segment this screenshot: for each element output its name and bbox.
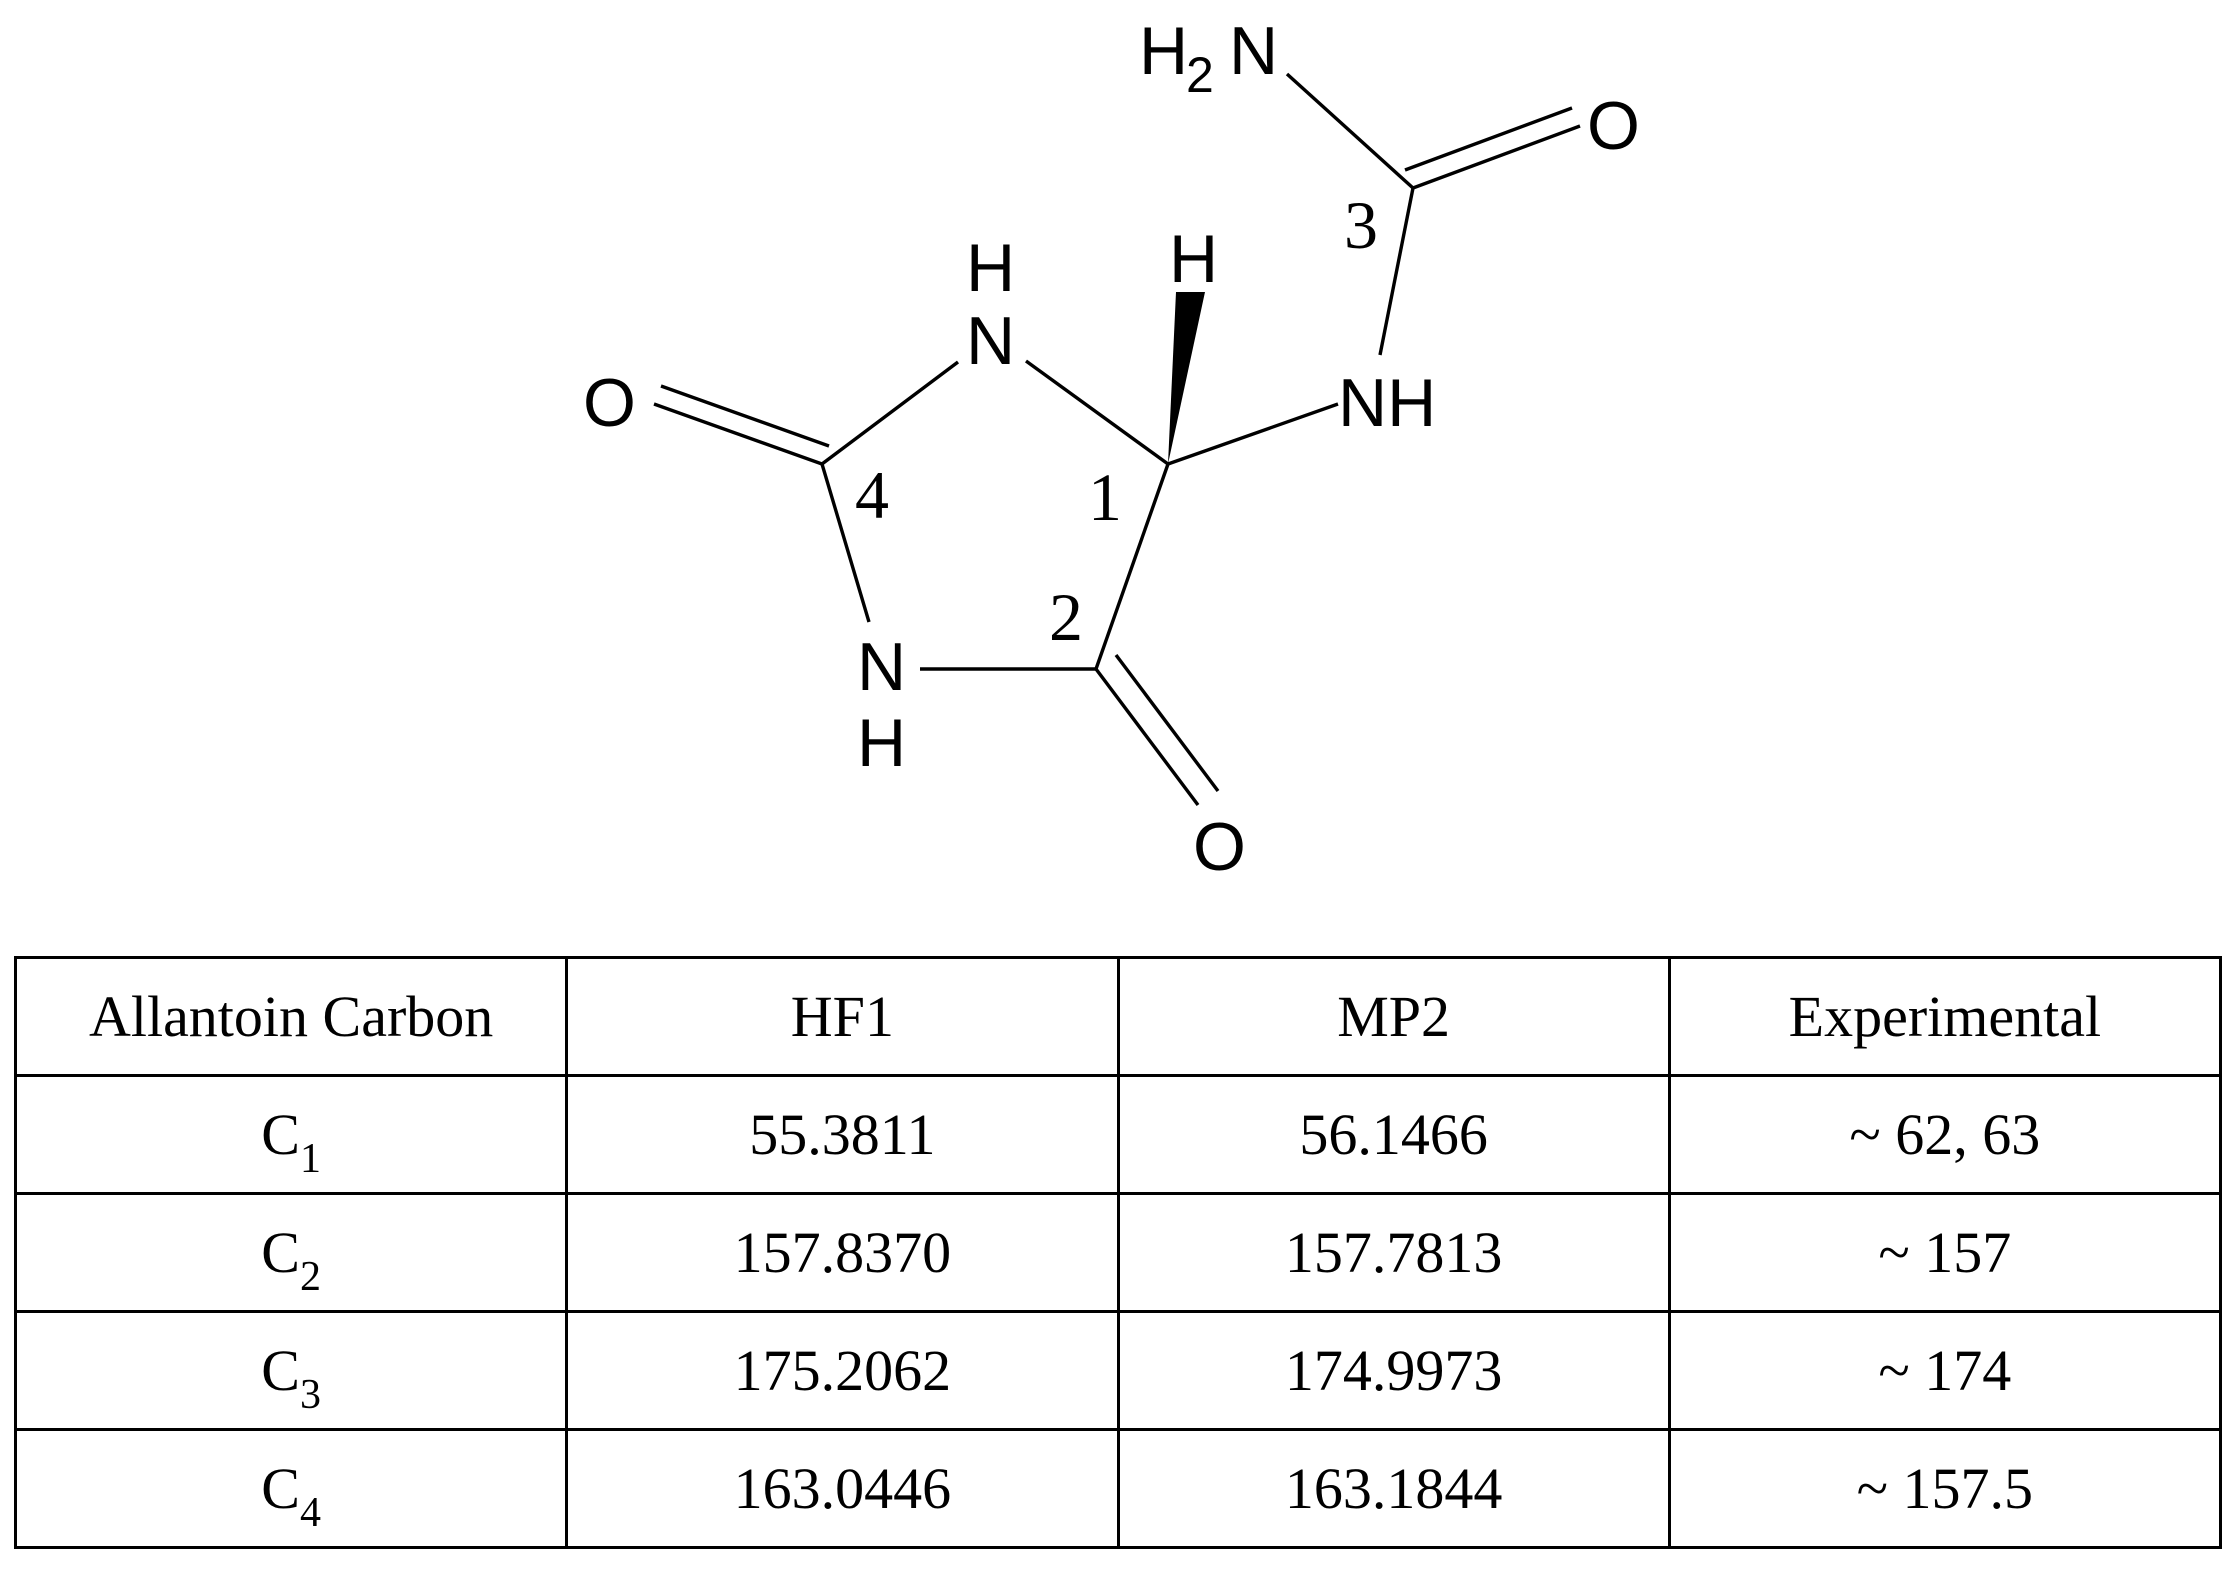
carbon-cell: C2 (13, 1192, 569, 1313)
carbon-symbol: C (261, 1338, 300, 1403)
hf1-cell: 157.8370 (565, 1192, 1120, 1313)
ring-nh-bottom-h-label: H (857, 705, 906, 781)
carbon-cell: C3 (13, 1310, 569, 1431)
mp2-cell: 163.1844 (1116, 1428, 1671, 1549)
carbon-number-3: 3 (1344, 187, 1378, 263)
bond-c3-nh (1378, 187, 1415, 356)
carbon-index: 1 (299, 1136, 321, 1182)
bond-c4-o-b (660, 384, 830, 448)
bond-c2-c1 (1094, 463, 1170, 670)
ring-nh-top-h-label: H (966, 230, 1015, 306)
experimental-cell: ~ 157.5 (1667, 1428, 2223, 1549)
ring-nh-bottom-n-label: N (857, 629, 906, 705)
carbon-number-2: 2 (1049, 579, 1083, 655)
nh2-h-label: H (1139, 13, 1188, 89)
bond-c4-n-bottom (820, 463, 871, 623)
bond-c3-o-b (1404, 106, 1573, 172)
chemical-shift-table: Allantoin Carbon HF1 MP2 Experimental C1… (13, 956, 2223, 1549)
bond-c4-o-a (653, 402, 823, 466)
carbon-number-1: 1 (1088, 459, 1122, 535)
hf1-cell: 163.0446 (565, 1428, 1120, 1549)
header-hf1: HF1 (565, 956, 1120, 1077)
carbon-index: 2 (299, 1254, 321, 1300)
experimental-cell: ~ 62, 63 (1667, 1074, 2223, 1195)
carbon-symbol: C (261, 1456, 300, 1521)
bond-c1-n-top (1025, 359, 1169, 466)
bond-n-top-c4 (820, 360, 960, 466)
table-row: C1 55.3811 56.1466 ~ 62, 63 (13, 1074, 2223, 1195)
nh2-subscript-label: 2 (1186, 47, 1214, 103)
header-allantoin-carbon: Allantoin Carbon (13, 956, 569, 1077)
mp2-cell: 157.7813 (1116, 1192, 1671, 1313)
header-mp2: MP2 (1116, 956, 1671, 1077)
carbon-index: 4 (299, 1490, 321, 1536)
carbon-symbol: C (261, 1220, 300, 1285)
table-header-row: Allantoin Carbon HF1 MP2 Experimental (13, 956, 2223, 1077)
table-row: C4 163.0446 163.1844 ~ 157.5 (13, 1428, 2223, 1549)
table-row: C3 175.2062 174.9973 ~ 174 (13, 1310, 2223, 1431)
bond-nh-c1 (1167, 402, 1339, 466)
mp2-cell: 174.9973 (1116, 1310, 1671, 1431)
carbon-symbol: C (261, 1102, 300, 1167)
table-row: C2 157.8370 157.7813 ~ 157 (13, 1192, 2223, 1313)
wedge-bond-c1-h (1168, 292, 1205, 464)
bottom-oxygen-label: O (1193, 809, 1246, 885)
experimental-cell: ~ 157 (1667, 1192, 2223, 1313)
bond-n-h2n-c3 (1285, 72, 1415, 190)
wedge-h-label: H (1169, 221, 1218, 297)
allantoin-structure: H 2 N O H N H NH O N H O 1 2 3 4 (583, 13, 1640, 885)
side-chain-nh-label: NH (1338, 365, 1436, 441)
bond-c2-o-a (1094, 667, 1200, 807)
experimental-cell: ~ 174 (1667, 1310, 2223, 1431)
carbon-index: 3 (299, 1372, 321, 1418)
carbon-cell: C4 (13, 1428, 569, 1549)
header-experimental: Experimental (1667, 956, 2223, 1077)
carbon-cell: C1 (13, 1074, 569, 1195)
nh2-n-label: N (1229, 13, 1278, 89)
hf1-cell: 175.2062 (565, 1310, 1120, 1431)
urea-oxygen-label: O (1587, 88, 1640, 164)
hf1-cell: 55.3811 (565, 1074, 1120, 1195)
left-oxygen-label: O (583, 365, 636, 441)
bond-c2-o-b (1114, 653, 1220, 793)
mp2-cell: 56.1466 (1116, 1074, 1671, 1195)
ring-nh-top-n-label: N (966, 303, 1015, 379)
carbon-number-4: 4 (855, 457, 889, 533)
bond-c3-o-a (1412, 124, 1581, 190)
